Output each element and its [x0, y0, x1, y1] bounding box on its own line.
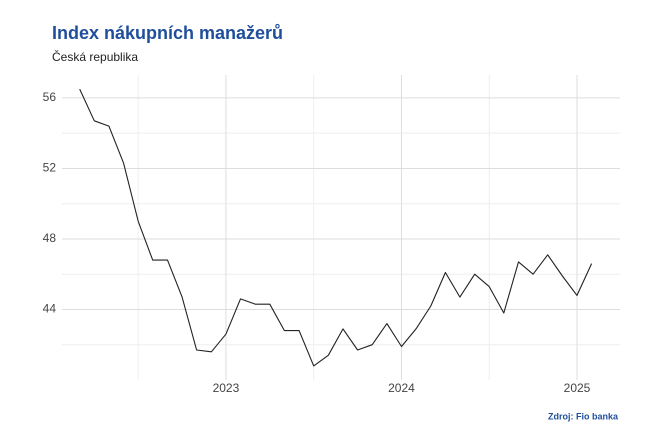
chart-subtitle: Česká republika: [52, 49, 138, 64]
y-tick-label: 44: [43, 302, 57, 316]
x-tick-label: 2025: [564, 381, 591, 395]
source: Zdroj: Fio banka: [548, 411, 619, 421]
chart-title: Index nákupních manažerů: [52, 23, 283, 43]
line: [79, 88, 593, 367]
y-tick-label: 48: [43, 231, 57, 245]
x-tick-label: 2024: [388, 381, 415, 395]
y-tick-label: 52: [43, 161, 57, 175]
y-tick-label: 56: [43, 90, 57, 104]
x-tick-label: 2023: [213, 381, 240, 395]
